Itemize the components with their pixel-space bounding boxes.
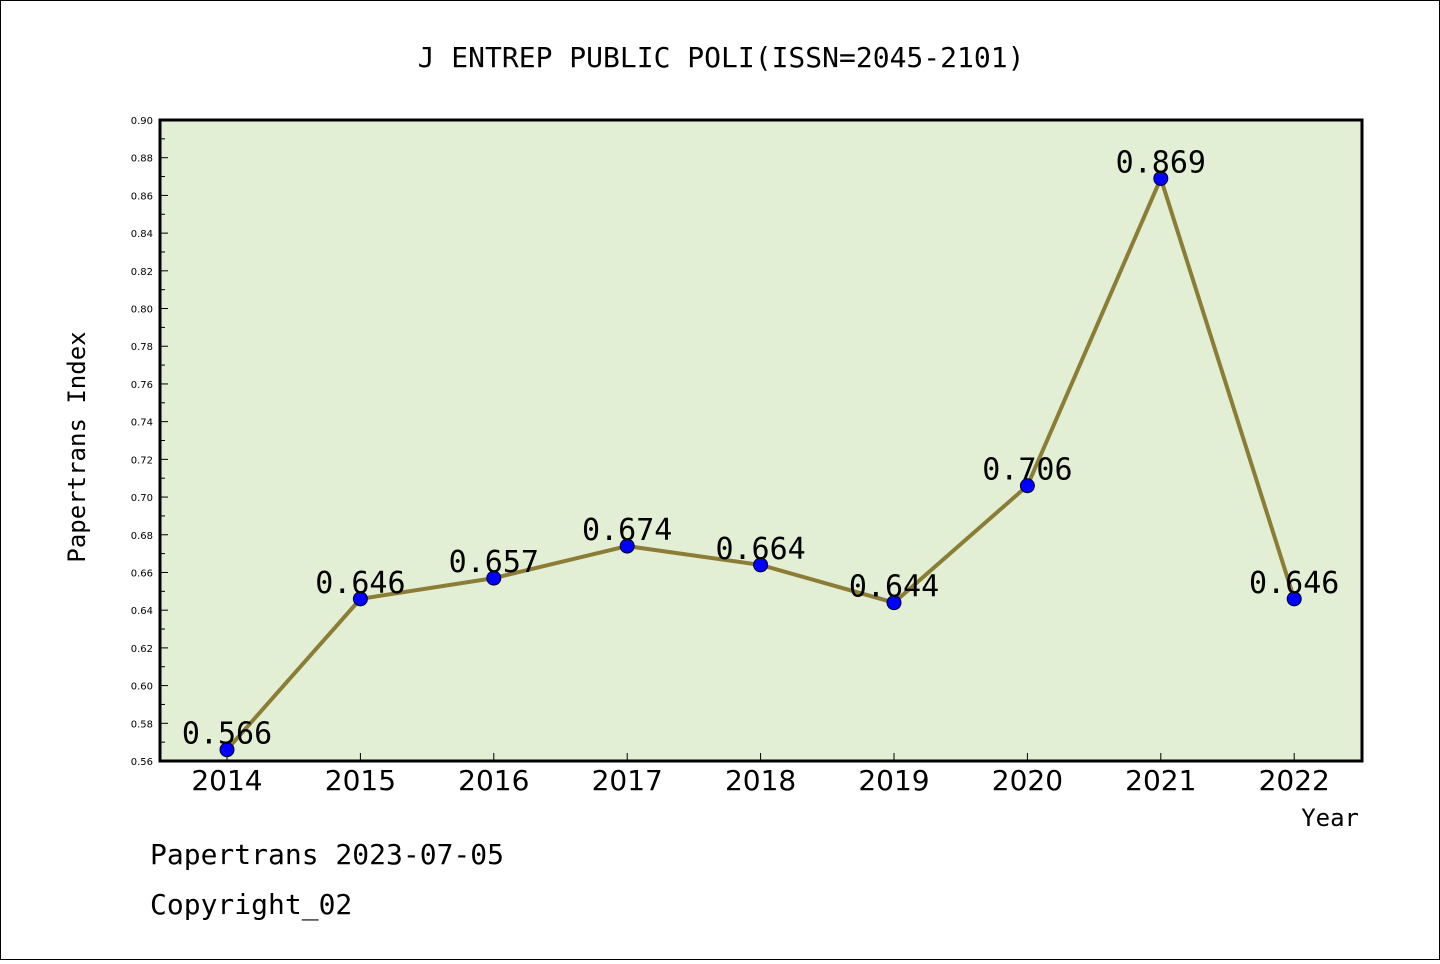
y-tick-label: 0.72 (131, 455, 153, 466)
data-label: 0.657 (449, 545, 539, 580)
y-tick-label: 0.56 (131, 757, 153, 768)
data-point (219, 742, 235, 758)
y-tick-label: 0.84 (131, 229, 153, 240)
data-label-layer: 0.566 0.646 0.657 0.674 0.664 0.644 0.706 0.869… (182, 145, 1340, 751)
y-tick-label: 0.64 (131, 606, 153, 617)
y-tick-label: 0.78 (131, 342, 153, 353)
chart-title: J ENTREP PUBLIC POLI(ISSN=2045-2101) (418, 41, 1025, 74)
data-label: 0.674 (582, 513, 672, 548)
y-tick-label: 0.68 (131, 531, 153, 542)
data-point (486, 570, 502, 586)
x-tick-label: 2020 (992, 764, 1063, 797)
data-point (1286, 591, 1302, 607)
x-tick-label: 2022 (1259, 764, 1330, 797)
data-label: 0.646 (315, 566, 405, 601)
x-tick-label: 2017 (592, 764, 663, 797)
y-tick-label: 0.90 (131, 116, 153, 127)
y-tick-label: 0.62 (131, 644, 153, 655)
y-tick-label: 0.70 (131, 493, 153, 504)
data-point (619, 538, 635, 554)
y-tick-label: 0.60 (131, 682, 153, 693)
data-point (753, 557, 769, 573)
y-axis-label: Papertrans Index (63, 331, 91, 562)
x-tick-label: 2019 (858, 764, 929, 797)
data-label: 0.664 (715, 532, 805, 567)
x-tick-label: 2014 (191, 764, 262, 797)
data-label: 0.869 (1116, 145, 1206, 180)
data-label: 0.566 (182, 717, 272, 752)
plot-area (158, 118, 1364, 763)
y-tick-label: 0.58 (131, 719, 153, 730)
data-point (886, 595, 902, 611)
data-label: 0.646 (1249, 566, 1339, 601)
y-tick-label: 0.80 (131, 305, 153, 316)
footer-date: Papertrans 2023-07-05 (150, 838, 504, 871)
data-point (1019, 478, 1035, 494)
data-label: 0.644 (849, 570, 939, 605)
y-tick-label: 0.66 (131, 568, 153, 579)
data-point (1153, 170, 1169, 186)
footer-copyright: Copyright_02 (150, 888, 352, 922)
y-tick-label: 0.82 (131, 267, 153, 278)
y-tick-label: 0.86 (131, 191, 153, 202)
x-axis-ticks: 2014 2015 2016 2017 2018 2019 2020 2021 2022 (191, 753, 1330, 797)
y-tick-label: 0.74 (131, 418, 153, 429)
x-tick-label: 2021 (1125, 764, 1196, 797)
series-layer (219, 170, 1302, 758)
x-tick-label: 2015 (325, 764, 396, 797)
x-tick-label: 2016 (458, 764, 529, 797)
y-axis-ticks: 0.56 0.58 0.60 0.62 0.64 0.66 0.68 0.70 0.72 0.74… (131, 116, 168, 768)
data-label: 0.706 (982, 453, 1072, 488)
x-axis-label: Year (1301, 804, 1359, 832)
data-point (352, 591, 368, 607)
x-tick-label: 2018 (725, 764, 796, 797)
y-tick-label: 0.88 (131, 154, 153, 165)
y-tick-label: 0.76 (131, 380, 153, 391)
